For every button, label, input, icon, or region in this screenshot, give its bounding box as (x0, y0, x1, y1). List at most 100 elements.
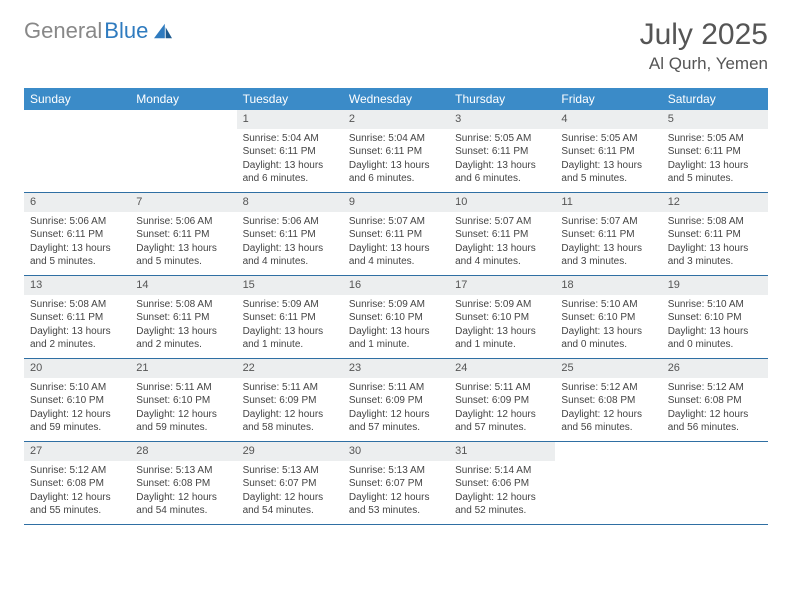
sunrise-line: Sunrise: 5:11 AM (455, 381, 549, 395)
daylight-line: Daylight: 13 hours and 3 minutes. (561, 242, 655, 269)
sunrise-line: Sunrise: 5:05 AM (668, 132, 762, 146)
day-number: 6 (24, 193, 130, 212)
title-block: July 2025 Al Qurh, Yemen (640, 18, 768, 74)
sunset-line: Sunset: 6:11 PM (455, 228, 549, 242)
sunset-line: Sunset: 6:08 PM (30, 477, 124, 491)
sunset-line: Sunset: 6:09 PM (243, 394, 337, 408)
week-row: 6Sunrise: 5:06 AMSunset: 6:11 PMDaylight… (24, 193, 768, 276)
day-cell: 4Sunrise: 5:05 AMSunset: 6:11 PMDaylight… (555, 110, 661, 192)
daylight-line: Daylight: 12 hours and 58 minutes. (243, 408, 337, 435)
day-body: Sunrise: 5:05 AMSunset: 6:11 PMDaylight:… (662, 129, 768, 192)
day-cell: 15Sunrise: 5:09 AMSunset: 6:11 PMDayligh… (237, 276, 343, 358)
day-number: 1 (237, 110, 343, 129)
day-cell: 18Sunrise: 5:10 AMSunset: 6:10 PMDayligh… (555, 276, 661, 358)
day-number: 7 (130, 193, 236, 212)
sunrise-line: Sunrise: 5:09 AM (243, 298, 337, 312)
sunrise-line: Sunrise: 5:12 AM (668, 381, 762, 395)
day-cell: 5Sunrise: 5:05 AMSunset: 6:11 PMDaylight… (662, 110, 768, 192)
daylight-line: Daylight: 13 hours and 6 minutes. (349, 159, 443, 186)
day-cell: 24Sunrise: 5:11 AMSunset: 6:09 PMDayligh… (449, 359, 555, 441)
day-cell: 13Sunrise: 5:08 AMSunset: 6:11 PMDayligh… (24, 276, 130, 358)
day-number: 11 (555, 193, 661, 212)
daylight-line: Daylight: 13 hours and 5 minutes. (668, 159, 762, 186)
daylight-line: Daylight: 13 hours and 1 minute. (455, 325, 549, 352)
daylight-line: Daylight: 13 hours and 6 minutes. (243, 159, 337, 186)
daylight-line: Daylight: 13 hours and 0 minutes. (668, 325, 762, 352)
sunrise-line: Sunrise: 5:11 AM (136, 381, 230, 395)
day-cell: 2Sunrise: 5:04 AMSunset: 6:11 PMDaylight… (343, 110, 449, 192)
daylight-line: Daylight: 12 hours and 52 minutes. (455, 491, 549, 518)
sunset-line: Sunset: 6:11 PM (30, 311, 124, 325)
sunset-line: Sunset: 6:09 PM (349, 394, 443, 408)
sunset-line: Sunset: 6:10 PM (668, 311, 762, 325)
week-row: 27Sunrise: 5:12 AMSunset: 6:08 PMDayligh… (24, 442, 768, 525)
sunrise-line: Sunrise: 5:05 AM (455, 132, 549, 146)
day-number: 19 (662, 276, 768, 295)
day-number: 25 (555, 359, 661, 378)
day-body: Sunrise: 5:05 AMSunset: 6:11 PMDaylight:… (449, 129, 555, 192)
day-body: Sunrise: 5:13 AMSunset: 6:08 PMDaylight:… (130, 461, 236, 524)
sunset-line: Sunset: 6:10 PM (349, 311, 443, 325)
empty-cell (24, 110, 130, 192)
day-body: Sunrise: 5:08 AMSunset: 6:11 PMDaylight:… (24, 295, 130, 358)
sunrise-line: Sunrise: 5:11 AM (349, 381, 443, 395)
day-body: Sunrise: 5:09 AMSunset: 6:10 PMDaylight:… (449, 295, 555, 358)
day-body: Sunrise: 5:05 AMSunset: 6:11 PMDaylight:… (555, 129, 661, 192)
day-number: 21 (130, 359, 236, 378)
day-cell: 11Sunrise: 5:07 AMSunset: 6:11 PMDayligh… (555, 193, 661, 275)
sunrise-line: Sunrise: 5:07 AM (561, 215, 655, 229)
day-body: Sunrise: 5:04 AMSunset: 6:11 PMDaylight:… (237, 129, 343, 192)
sunset-line: Sunset: 6:09 PM (455, 394, 549, 408)
daylight-line: Daylight: 12 hours and 59 minutes. (136, 408, 230, 435)
day-body: Sunrise: 5:07 AMSunset: 6:11 PMDaylight:… (343, 212, 449, 275)
sunset-line: Sunset: 6:08 PM (561, 394, 655, 408)
brand-logo: General Blue (24, 18, 174, 44)
sunset-line: Sunset: 6:11 PM (243, 311, 337, 325)
day-number: 30 (343, 442, 449, 461)
daylight-line: Daylight: 13 hours and 5 minutes. (136, 242, 230, 269)
day-cell: 27Sunrise: 5:12 AMSunset: 6:08 PMDayligh… (24, 442, 130, 524)
day-cell: 21 Sunrise: 5:11 AMSunset: 6:10 PMDayligh… (130, 359, 236, 441)
daylight-line: Daylight: 13 hours and 2 minutes. (30, 325, 124, 352)
sunrise-line: Sunrise: 5:07 AM (349, 215, 443, 229)
sunset-line: Sunset: 6:10 PM (561, 311, 655, 325)
sunrise-line: Sunrise: 5:11 AM (243, 381, 337, 395)
daylight-line: Daylight: 13 hours and 4 minutes. (455, 242, 549, 269)
daylight-line: Daylight: 12 hours and 54 minutes. (243, 491, 337, 518)
sunset-line: Sunset: 6:11 PM (30, 228, 124, 242)
daylight-line: Daylight: 13 hours and 2 minutes. (136, 325, 230, 352)
daylight-line: Daylight: 12 hours and 53 minutes. (349, 491, 443, 518)
sunrise-line: Sunrise: 5:05 AM (561, 132, 655, 146)
weekday-cell: Monday (130, 88, 236, 110)
sunset-line: Sunset: 6:08 PM (136, 477, 230, 491)
sunset-line: Sunset: 6:10 PM (30, 394, 124, 408)
day-number: 16 (343, 276, 449, 295)
sunrise-line: Sunrise: 5:12 AM (30, 464, 124, 478)
empty-cell (662, 442, 768, 524)
day-body: Sunrise: 5:10 AMSunset: 6:10 PMDaylight:… (555, 295, 661, 358)
header: General Blue July 2025 Al Qurh, Yemen (24, 18, 768, 74)
day-cell: 29Sunrise: 5:13 AMSunset: 6:07 PMDayligh… (237, 442, 343, 524)
sunrise-line: Sunrise: 5:13 AM (349, 464, 443, 478)
day-number: 12 (662, 193, 768, 212)
day-number: 15 (237, 276, 343, 295)
sunset-line: Sunset: 6:11 PM (561, 145, 655, 159)
sunrise-line: Sunrise: 5:14 AM (455, 464, 549, 478)
sunrise-line: Sunrise: 5:09 AM (349, 298, 443, 312)
day-cell: 22Sunrise: 5:11 AMSunset: 6:09 PMDayligh… (237, 359, 343, 441)
day-body: Sunrise: 5:12 AMSunset: 6:08 PMDaylight:… (662, 378, 768, 441)
sunset-line: Sunset: 6:10 PM (455, 311, 549, 325)
day-body: Sunrise: 5:11 AMSunset: 6:09 PMDaylight:… (237, 378, 343, 441)
daylight-line: Daylight: 13 hours and 5 minutes. (30, 242, 124, 269)
day-number: 18 (555, 276, 661, 295)
sunset-line: Sunset: 6:10 PM (136, 394, 230, 408)
week-row: 20Sunrise: 5:10 AMSunset: 6:10 PMDayligh… (24, 359, 768, 442)
day-number: 14 (130, 276, 236, 295)
daylight-line: Daylight: 13 hours and 4 minutes. (349, 242, 443, 269)
daylight-line: Daylight: 12 hours and 56 minutes. (561, 408, 655, 435)
day-body: Sunrise: 5:14 AMSunset: 6:06 PMDaylight:… (449, 461, 555, 524)
daylight-line: Daylight: 13 hours and 5 minutes. (561, 159, 655, 186)
day-number: 26 (662, 359, 768, 378)
day-body: Sunrise: 5:11 AMSunset: 6:09 PMDaylight:… (343, 378, 449, 441)
day-number: 24 (449, 359, 555, 378)
